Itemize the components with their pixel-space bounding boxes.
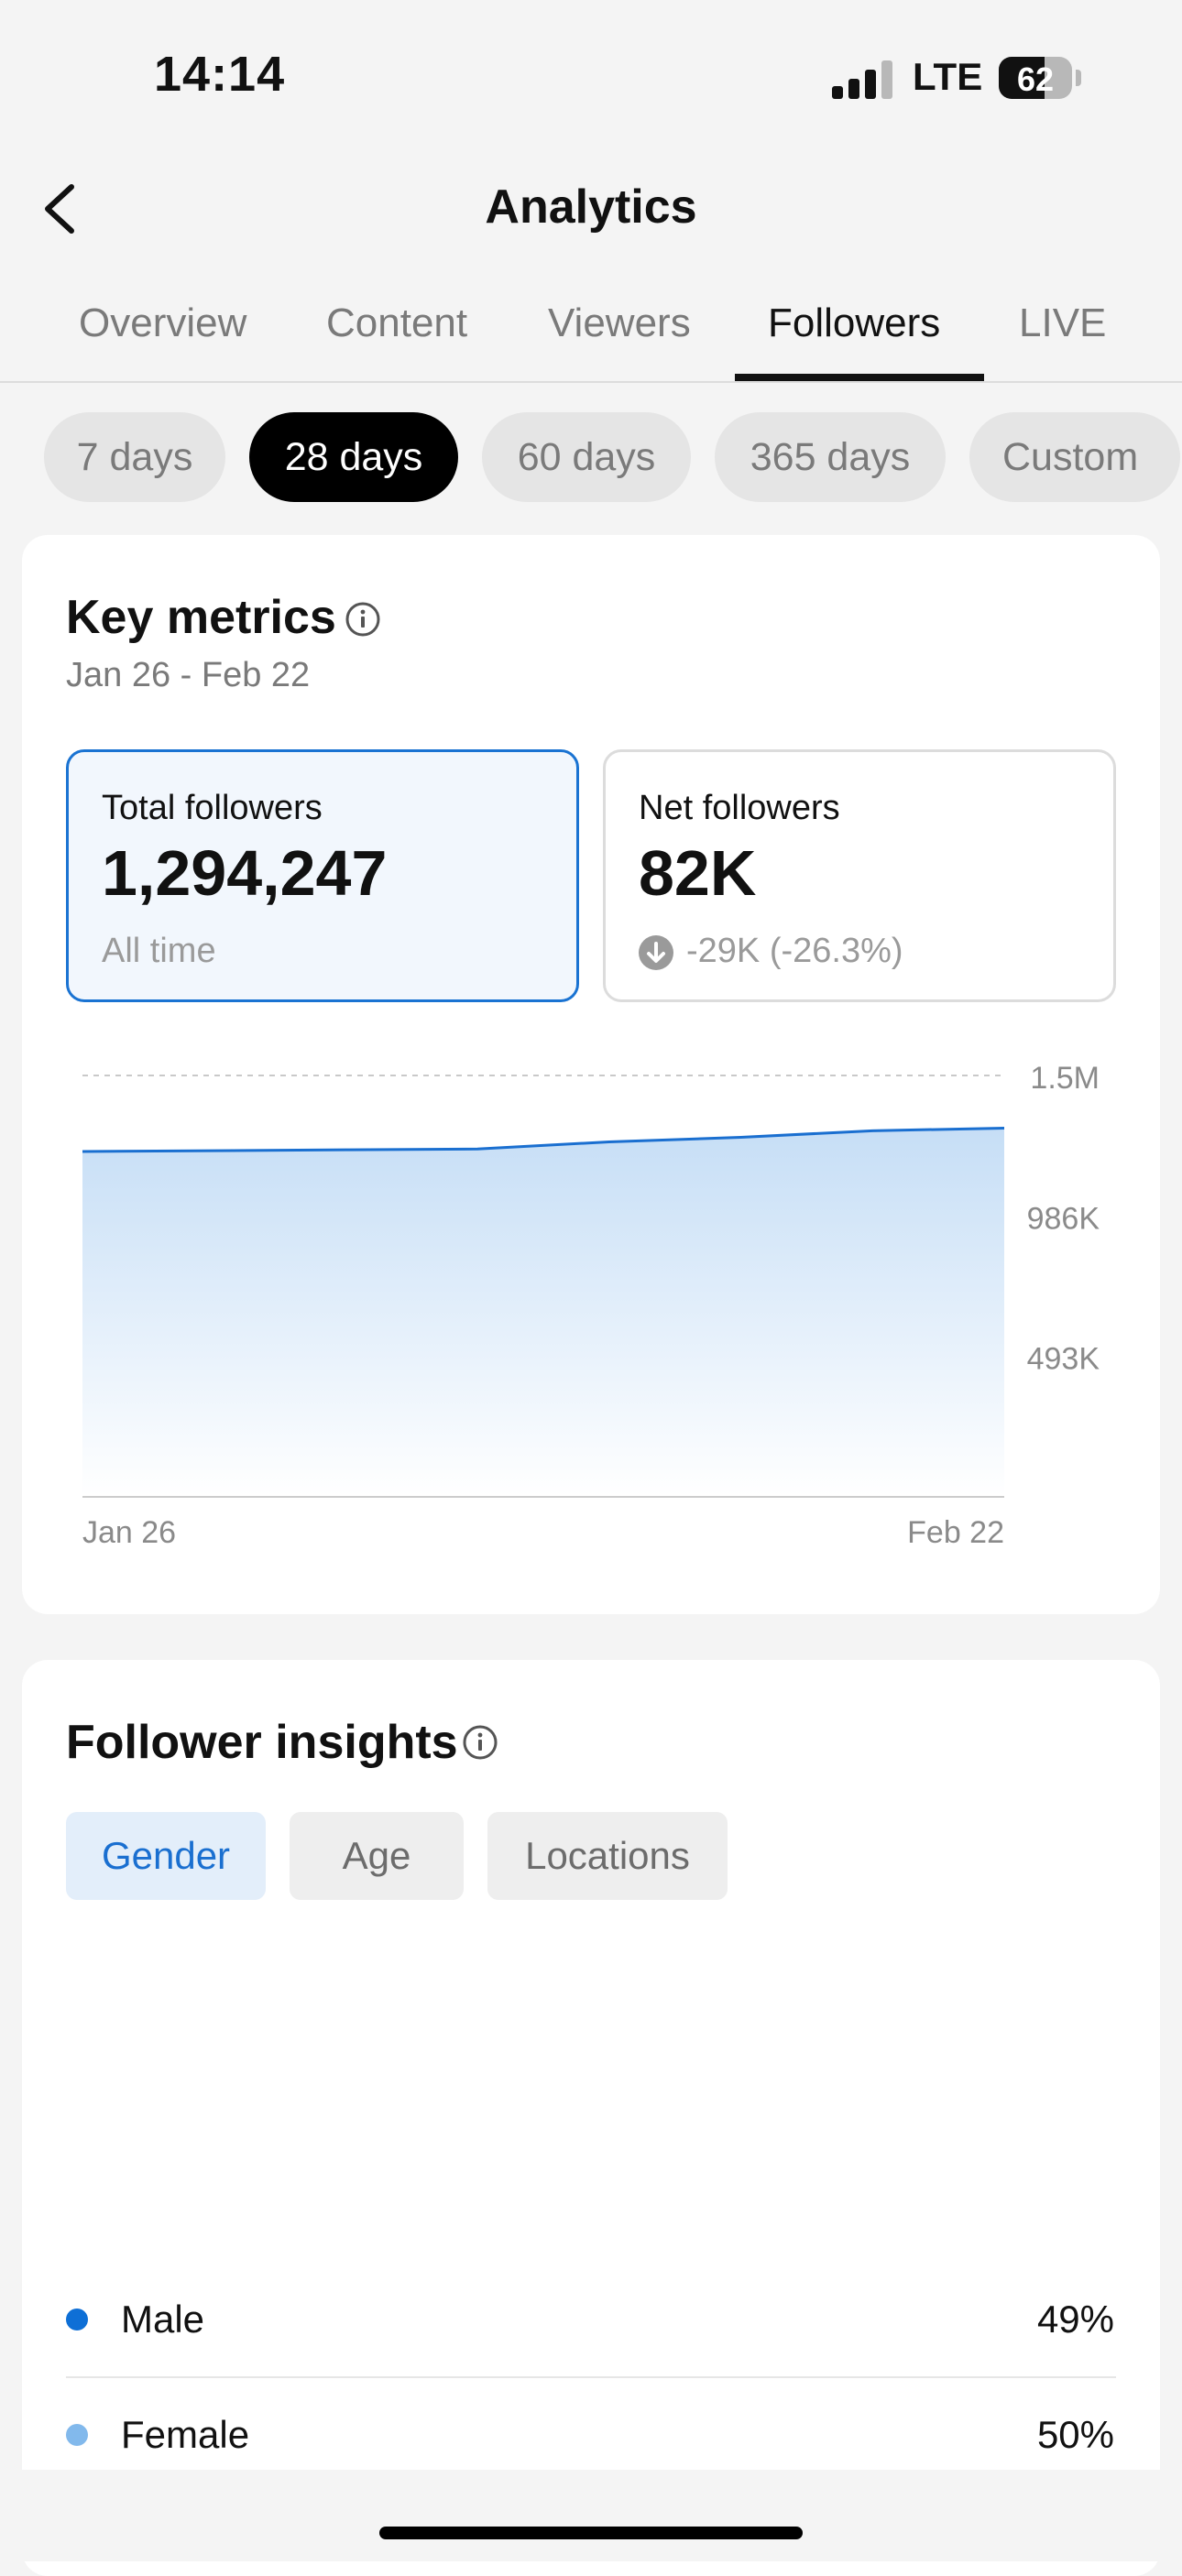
- period-365-days[interactable]: 365 days: [715, 412, 946, 502]
- legend-dot-female: [66, 2424, 88, 2446]
- legend-value-female: 50%: [1036, 2413, 1114, 2456]
- total-followers-metric[interactable]: Total followers 1,294,247 All time: [66, 749, 579, 1002]
- tab-live[interactable]: LIVE: [1019, 300, 1107, 345]
- tab-followers[interactable]: Followers: [768, 300, 941, 345]
- total-followers-value: 1,294,247: [102, 837, 388, 909]
- chevron-left-icon: [45, 184, 74, 234]
- net-followers-change: -29K (-26.3%): [686, 932, 903, 970]
- tab-content[interactable]: Content: [326, 300, 468, 345]
- status-time: 14:14: [154, 47, 286, 102]
- info-icon[interactable]: [345, 601, 381, 638]
- legend-value-male: 49%: [1036, 2298, 1114, 2341]
- arrow-down-circle-icon: [639, 935, 673, 970]
- net-followers-value: 82K: [639, 837, 757, 909]
- legend-label-female: Female: [121, 2413, 250, 2456]
- period-60-days[interactable]: 60 days: [482, 412, 691, 502]
- battery-icon: 62: [999, 57, 1072, 99]
- period-28-days[interactable]: 28 days: [249, 412, 458, 502]
- signal-icon: [832, 60, 894, 99]
- legend-dot-male: [66, 2309, 88, 2330]
- follower-insights-title: Follower insights: [66, 1716, 458, 1769]
- network-type: LTE: [913, 55, 983, 98]
- key-metrics-title: Key metrics: [66, 591, 336, 644]
- period-custom[interactable]: Custom: [969, 412, 1180, 502]
- battery-level: 62: [1016, 60, 1055, 98]
- back-button[interactable]: [37, 176, 88, 242]
- chip-age[interactable]: Age: [290, 1812, 464, 1900]
- info-icon[interactable]: [462, 1724, 498, 1761]
- legend-label-male: Male: [121, 2298, 205, 2341]
- chip-gender[interactable]: Gender: [66, 1812, 266, 1900]
- analytics-tabs: Overview Content Viewers Followers LIVE: [0, 293, 1182, 383]
- page-title: Analytics: [485, 180, 697, 234]
- battery-tip: [1076, 70, 1081, 86]
- total-followers-note: All time: [102, 932, 216, 970]
- bottom-safe-area: [0, 2470, 1182, 2561]
- date-range: Jan 26 - Feb 22: [66, 656, 311, 694]
- key-metrics-card: [22, 535, 1160, 1614]
- chip-locations[interactable]: Locations: [487, 1812, 728, 1900]
- total-followers-label: Total followers: [102, 789, 323, 827]
- period-7-days[interactable]: 7 days: [44, 412, 225, 502]
- net-followers-metric[interactable]: Net followers 82K -29K (-26.3%): [603, 749, 1116, 1002]
- tab-overview[interactable]: Overview: [79, 300, 247, 345]
- net-followers-label: Net followers: [639, 789, 840, 827]
- battery-fill: [999, 57, 1045, 99]
- home-indicator: [379, 2527, 803, 2539]
- legend-divider: [66, 2376, 1116, 2378]
- active-tab-indicator: [735, 374, 984, 381]
- tab-viewers[interactable]: Viewers: [548, 300, 691, 345]
